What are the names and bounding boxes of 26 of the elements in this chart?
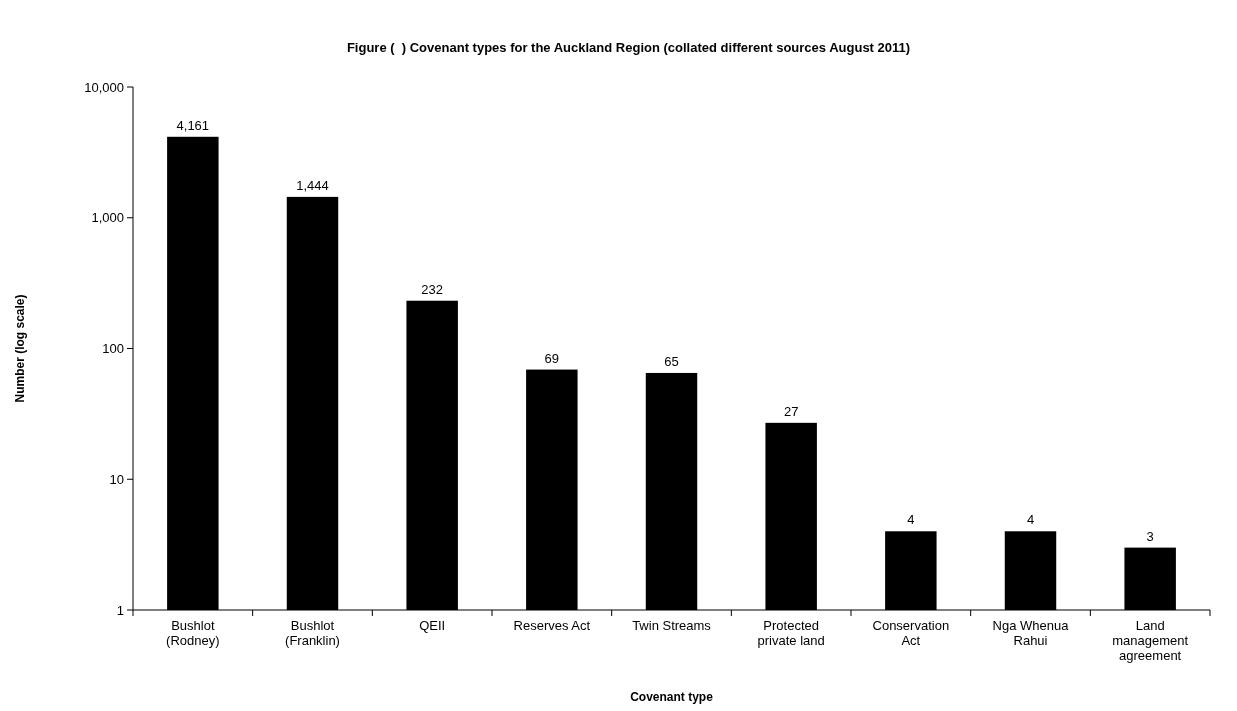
data-label: 4 xyxy=(907,512,915,528)
x-tick-label: Protected private land xyxy=(757,618,825,648)
y-tick-label: 100 xyxy=(102,341,124,357)
data-label: 69 xyxy=(544,350,560,366)
x-tick-label: Bushlot (Rodney) xyxy=(166,618,220,648)
y-tick-label: 10 xyxy=(109,471,124,487)
data-label: 1,444 xyxy=(296,177,329,193)
data-label: 65 xyxy=(664,353,679,369)
x-tick-label: Land management agreement xyxy=(1112,618,1189,663)
y-tick-label: 10,000 xyxy=(84,79,124,95)
x-axis-title: Covenant type xyxy=(630,690,714,704)
y-tick-label: 1,000 xyxy=(91,210,124,226)
data-label: 27 xyxy=(783,403,799,419)
x-tick-label: Reserves Act xyxy=(513,618,591,633)
chart-title: Figure ( ) Covenant types for the Auckland Region (collated different sources August 2011) xyxy=(346,40,911,55)
y-tick-label: 1 xyxy=(116,602,124,618)
data-label: 4 xyxy=(1026,512,1035,528)
x-tick-label: QEII xyxy=(419,618,446,633)
data-label: 3 xyxy=(1146,528,1154,544)
x-tick-label: Bushlot (Franklin) xyxy=(285,618,340,648)
data-label: 4,161 xyxy=(176,117,210,133)
data-label: 232 xyxy=(421,281,444,297)
y-axis-title: Number (log scale) xyxy=(13,294,27,403)
x-tick-label: Twin Streams xyxy=(632,618,712,633)
x-tick-label: Nga Whenua Rahui xyxy=(992,618,1070,648)
x-tick-label: Conservation Act xyxy=(872,618,950,648)
